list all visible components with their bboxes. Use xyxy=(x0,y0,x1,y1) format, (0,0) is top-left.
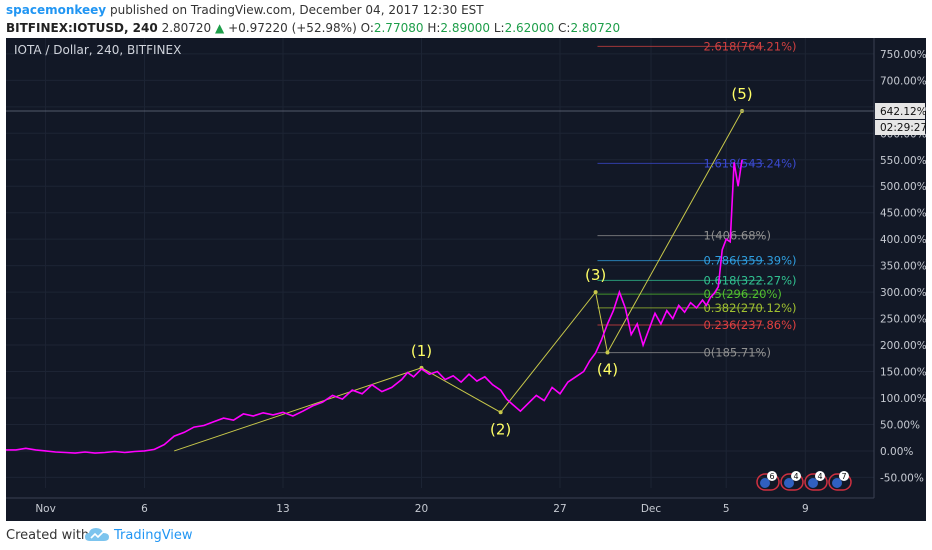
wave-path xyxy=(174,110,743,452)
price-chart[interactable]: 2.618(764.21%) 1.618(543.24%) 1(406.68%) 0.… xyxy=(6,38,927,521)
fib-level-label: 0.382(270.12%) xyxy=(703,301,796,315)
fib-level-label: 0.786(359.39%) xyxy=(703,254,796,268)
axes: -50.00% 0.00% 50.00% 100.00% 150.00% 200.00% 2… xyxy=(6,38,927,515)
last-price: 2.80720 xyxy=(161,21,212,35)
elliott-waves: (1) (2) (3) (4) (5) xyxy=(174,85,753,452)
chart-overlays: 642.12% 02:29:27 6 4 4 7 xyxy=(6,102,927,491)
footer: Created with TradingView xyxy=(0,521,932,550)
y-tick-label: 350.00% xyxy=(880,261,926,273)
countdown-box xyxy=(875,119,925,135)
symbol-label[interactable]: BITFINEX:IOTUSD, 240 xyxy=(6,21,158,35)
x-tick-label: 20 xyxy=(415,503,428,515)
current-price-box xyxy=(875,102,925,119)
price-series xyxy=(6,159,743,454)
publish-line: spacemonkeey published on TradingView.co… xyxy=(6,3,484,17)
y-tick-label: 0.00% xyxy=(880,446,913,458)
flag-icon xyxy=(760,478,770,488)
event-count-dot xyxy=(815,471,825,481)
symbol-line: BITFINEX:IOTUSD, 240 2.80720 ▲ +0.97220 … xyxy=(6,21,620,35)
x-tick-label: 6 xyxy=(141,503,148,515)
high-label: H: xyxy=(427,21,441,35)
x-tick-label: 9 xyxy=(802,503,809,515)
x-tick-label: Nov xyxy=(35,503,56,515)
created-with-text: Created with xyxy=(6,528,90,543)
wave-label: (4) xyxy=(597,360,618,378)
fib-level-label: 0.5(296.20%) xyxy=(703,287,781,301)
tradingview-cloud-icon[interactable] xyxy=(84,527,110,547)
wave-point xyxy=(593,290,598,295)
y-tick-label: 100.00% xyxy=(880,393,926,405)
event-count-dot xyxy=(791,471,801,481)
y-tick-label: -50.00% xyxy=(880,472,924,484)
close-label: C: xyxy=(558,21,571,35)
y-tick-label: 150.00% xyxy=(880,367,926,379)
chart-header: spacemonkeey published on TradingView.co… xyxy=(0,0,932,40)
published-text: published on TradingView.com, December 0… xyxy=(109,3,484,17)
fib-level-label: 1(406.68%) xyxy=(703,229,770,243)
wave-point xyxy=(498,410,503,415)
fib-level-label: 1.618(543.24%) xyxy=(703,156,796,170)
y-tick-label: 550.00% xyxy=(880,155,926,167)
author-link[interactable]: spacemonkeey xyxy=(6,3,107,17)
y-tick-label: 50.00% xyxy=(880,419,920,431)
y-tick-label: 750.00% xyxy=(880,49,926,61)
wave-label: (2) xyxy=(490,420,511,438)
wave-point xyxy=(605,350,610,355)
event-count: 4 xyxy=(793,472,798,481)
y-tick-label: 300.00% xyxy=(880,287,926,299)
fib-level-label: 2.618(764.21%) xyxy=(703,39,796,53)
fib-level-label: 0.236(237.86%) xyxy=(703,318,796,332)
event-count-dot xyxy=(839,471,849,481)
flag-icon xyxy=(832,478,842,488)
flag-icon xyxy=(808,478,818,488)
tradingview-brand[interactable]: TradingView xyxy=(114,528,193,543)
open-value: 2.77080 xyxy=(373,21,424,35)
low-value: 2.62000 xyxy=(504,21,555,35)
high-value: 2.89000 xyxy=(440,21,491,35)
open-label: O: xyxy=(360,21,374,35)
wave-label: (5) xyxy=(731,85,752,103)
price-change: +0.97220 (+52.98%) xyxy=(228,21,357,35)
close-value: 2.80720 xyxy=(570,21,621,35)
x-tick-label: 13 xyxy=(276,503,289,515)
current-price-label: 642.12% xyxy=(880,106,926,118)
y-tick-label: 500.00% xyxy=(880,181,926,193)
flag-icon xyxy=(784,478,794,488)
event-count-dot xyxy=(767,471,777,481)
fib-level-label: 0.618(322.27%) xyxy=(703,273,796,287)
wave-label: (1) xyxy=(411,342,432,360)
y-tick-label: 250.00% xyxy=(880,314,926,326)
y-tick-label: 400.00% xyxy=(880,234,926,246)
chart-area[interactable]: 2.618(764.21%) 1.618(543.24%) 1(406.68%) 0.… xyxy=(6,38,927,521)
price-line xyxy=(6,159,743,454)
y-tick-label: 200.00% xyxy=(880,340,926,352)
x-tick-label: 5 xyxy=(723,503,730,515)
fibonacci-levels: 2.618(764.21%) 1.618(543.24%) 1(406.68%) 0.… xyxy=(597,39,797,360)
low-label: L: xyxy=(493,21,505,35)
y-tick-label: 700.00% xyxy=(880,75,926,87)
fib-level-label: 0(185.71%) xyxy=(703,346,770,360)
triangle-up-icon: ▲ xyxy=(215,21,225,35)
x-tick-label: 27 xyxy=(553,503,566,515)
event-count: 4 xyxy=(817,472,822,481)
countdown-label: 02:29:27 xyxy=(880,122,926,134)
event-count: 6 xyxy=(769,472,774,481)
chart-title: IOTA / Dollar, 240, BITFINEX xyxy=(14,43,181,57)
x-tick-label: Dec xyxy=(641,503,662,515)
wave-label: (3) xyxy=(585,266,606,284)
event-count: 7 xyxy=(841,472,846,481)
y-tick-label: 450.00% xyxy=(880,208,926,220)
